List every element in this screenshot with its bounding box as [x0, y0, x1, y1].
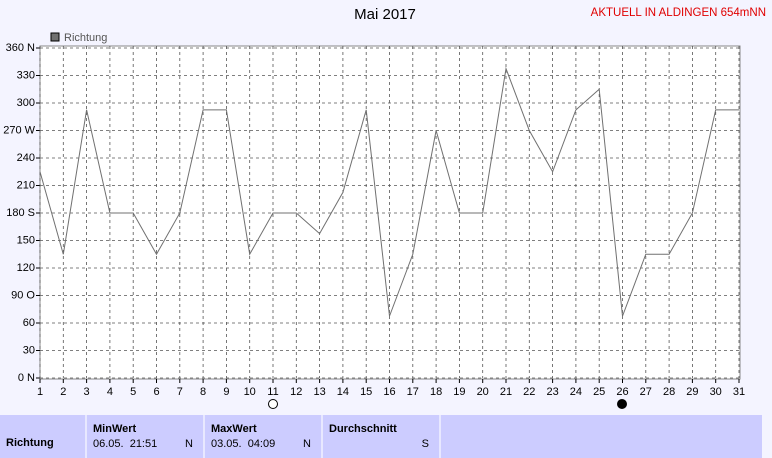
- x-tick-label: 15: [360, 386, 372, 398]
- x-tick-label: 14: [337, 386, 349, 398]
- y-tick-label: 360 N: [6, 42, 35, 54]
- x-tick-label: 29: [686, 386, 698, 398]
- chart: Mai 2017 AKTUELL IN ALDINGEN 654mNN Rich…: [3, 6, 766, 409]
- y-tick-label: 0 N: [18, 372, 35, 384]
- y-tick-label: 150: [17, 234, 35, 246]
- stats-cell: Durchschnitt S: [323, 415, 441, 458]
- x-tick-label: 28: [663, 386, 675, 398]
- time: 06.05. 21:51: [93, 438, 158, 450]
- x-tick-label: 22: [523, 386, 535, 398]
- x-tick-label: 9: [223, 386, 229, 398]
- y-tick-label: 330: [17, 69, 35, 81]
- moon-icon: [268, 399, 278, 409]
- x-tick-label: 17: [407, 386, 419, 398]
- column-header: MaxWert: [211, 423, 257, 435]
- y-tick-label: 210: [17, 179, 35, 191]
- x-tick-label: 31: [733, 386, 745, 398]
- x-tick-label: 2: [60, 386, 66, 398]
- y-tick-label: 120: [17, 262, 35, 274]
- y-tick-label: 30: [23, 344, 35, 356]
- x-tick-label: 7: [177, 386, 183, 398]
- row-label-cell: Richtung: [0, 415, 87, 458]
- y-tick-label: 270 W: [3, 124, 35, 136]
- chart-title: Mai 2017: [354, 6, 416, 23]
- y-tick-label: 300: [17, 97, 35, 109]
- y-tick-label: 90 O: [11, 289, 35, 301]
- stats-cell: MaxWert 03.05. 04:09 N: [205, 415, 323, 458]
- plot-area: [39, 45, 741, 380]
- direction: S: [421, 438, 429, 450]
- x-tick-label: 23: [546, 386, 558, 398]
- legend-label: Richtung: [64, 32, 107, 44]
- stats-cell: MinWert 06.05. 21:51 N: [87, 415, 205, 458]
- y-tick-label: 180 S: [6, 207, 35, 219]
- data-line: [39, 66, 739, 317]
- x-tick-label: 27: [640, 386, 652, 398]
- legend-swatch: [50, 32, 60, 42]
- x-tick-label: 11: [267, 386, 278, 398]
- x-tick-label: 26: [616, 386, 628, 398]
- x-tick-label: 21: [500, 386, 512, 398]
- x-tick-label: 10: [244, 386, 256, 398]
- x-tick-label: 13: [313, 386, 325, 398]
- moon-icon: [617, 399, 627, 409]
- x-tick-label: 4: [107, 386, 113, 398]
- direction: N: [303, 438, 311, 450]
- x-tick-label: 3: [84, 386, 90, 398]
- annotation: AKTUELL IN ALDINGEN 654mNN: [591, 7, 766, 19]
- x-tick-label: 30: [710, 386, 722, 398]
- time: 03.05. 04:09: [211, 438, 276, 450]
- column-header: MinWert: [93, 423, 137, 435]
- y-tick-label: 60: [23, 317, 35, 329]
- x-tick-label: 19: [453, 386, 465, 398]
- x-tick-label: 16: [383, 386, 395, 398]
- x-tick-label: 8: [200, 386, 206, 398]
- x-tick-label: 6: [153, 386, 159, 398]
- stats-table: Richtung MinWert 06.05. 21:51 N MaxWert 03.0…: [0, 415, 762, 458]
- y-tick-label: 240: [17, 152, 35, 164]
- x-tick-label: 24: [570, 386, 582, 398]
- direction: N: [185, 438, 193, 450]
- column-header: Durchschnitt: [329, 423, 397, 435]
- x-tick-label: 12: [290, 386, 302, 398]
- x-tick-label: 1: [37, 386, 43, 398]
- x-tick-label: 18: [430, 386, 442, 398]
- row-label: Richtung: [6, 437, 54, 449]
- x-tick-label: 25: [593, 386, 605, 398]
- x-tick-label: 20: [477, 386, 489, 398]
- x-tick-label: 5: [130, 386, 136, 398]
